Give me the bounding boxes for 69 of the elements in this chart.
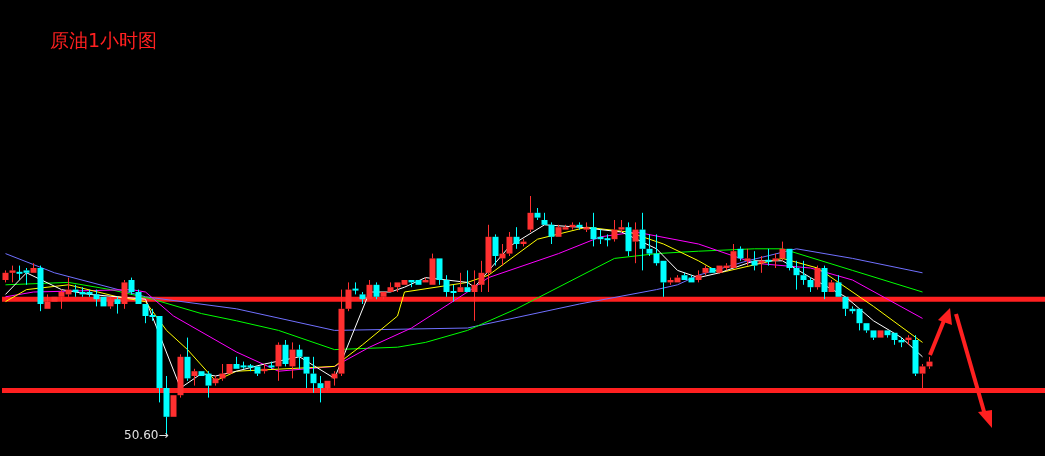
candlestick — [289, 341, 296, 379]
candlestick — [779, 241, 786, 262]
candlestick — [786, 248, 793, 271]
candlestick — [744, 248, 751, 267]
candlestick — [639, 212, 646, 271]
candlestick — [191, 368, 198, 387]
candlestick — [527, 195, 534, 233]
candlestick — [821, 265, 828, 300]
candlestick — [625, 221, 632, 257]
candlestick — [37, 265, 44, 312]
candlestick — [618, 219, 625, 233]
candlestick — [800, 260, 807, 286]
candlestick — [345, 281, 352, 312]
annotation: 50.60→ — [124, 428, 169, 443]
candlestick — [114, 296, 121, 315]
candlestick — [275, 341, 282, 382]
candlestick — [471, 269, 478, 322]
candlestick — [359, 291, 366, 305]
candlestick — [478, 260, 485, 293]
candlestick — [814, 265, 821, 291]
candlestick — [541, 212, 548, 225]
candlestick — [583, 221, 590, 233]
candlestick — [485, 224, 492, 293]
candlestick — [506, 231, 513, 257]
candlestick — [177, 353, 184, 399]
candlestick — [303, 356, 310, 389]
candlestick — [380, 292, 387, 300]
candlestick — [296, 344, 303, 370]
candlestick — [919, 363, 926, 389]
candlestick — [646, 233, 653, 257]
candlestick — [828, 279, 835, 292]
candlestick — [324, 380, 331, 391]
candlestick — [632, 221, 639, 264]
candlestick — [534, 207, 541, 221]
candlestick — [842, 296, 849, 317]
candlestick — [807, 277, 814, 293]
candlestick — [387, 281, 394, 292]
candlestick — [373, 281, 380, 300]
candlestick — [492, 233, 499, 267]
candlestick — [863, 323, 870, 334]
candlestick — [338, 289, 345, 377]
candlestick — [912, 334, 919, 377]
candlestick — [212, 375, 219, 387]
candlestick — [751, 250, 758, 271]
candlestick — [44, 293, 51, 309]
candlestick — [835, 274, 842, 297]
candlestick — [366, 279, 373, 300]
candlestick — [793, 260, 800, 291]
candlestick — [870, 330, 877, 341]
candlestick — [457, 272, 464, 292]
candlestick — [611, 219, 618, 243]
candlestick — [513, 226, 520, 250]
candlestick — [107, 296, 114, 310]
candlestick — [436, 258, 443, 286]
candlestick — [30, 262, 37, 273]
candlestick — [464, 269, 471, 292]
candlestick — [737, 245, 744, 262]
chart-title: 原油1小时图 — [50, 28, 158, 53]
candlestick — [282, 339, 289, 367]
candlestick — [2, 269, 9, 283]
candlestick — [310, 356, 317, 394]
candlestick — [317, 375, 324, 403]
candlestick — [121, 279, 128, 310]
candlestick — [695, 269, 702, 283]
candlestick — [184, 337, 191, 382]
candlestick — [548, 221, 555, 245]
candlestick — [772, 253, 779, 269]
candlestick — [9, 265, 16, 283]
candlestick — [135, 289, 142, 304]
